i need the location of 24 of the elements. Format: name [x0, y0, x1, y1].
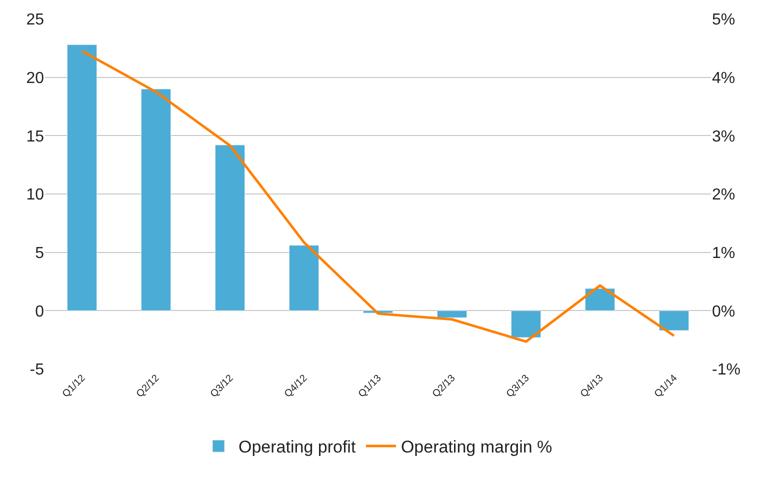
- y2-tick-label: 3%: [712, 128, 736, 146]
- bar: [140, 88, 172, 311]
- y-tick-label: 20: [26, 70, 44, 87]
- y2-tick-label: -1%: [712, 362, 740, 379]
- bar: [510, 310, 542, 338]
- y-tick-label: 10: [26, 186, 44, 204]
- legend-label: Operating profit: [238, 438, 356, 457]
- bar: [288, 245, 320, 311]
- bar: [66, 44, 98, 311]
- bar: [436, 310, 468, 318]
- y2-tick-label: 4%: [712, 70, 736, 87]
- y-tick-label: -5: [30, 362, 44, 379]
- y2-tick-label: 1%: [712, 244, 736, 262]
- bar: [658, 310, 690, 331]
- line-series: [80, 50, 676, 343]
- y-tick-label: 0: [35, 303, 44, 320]
- y-tick-label: 25: [26, 12, 44, 29]
- y2-tick-label: 5%: [712, 12, 736, 29]
- y2-tick-label: 2%: [712, 186, 736, 204]
- legend-label: Operating margin %: [400, 438, 552, 457]
- y-tick-label: 15: [26, 128, 44, 146]
- bar: [214, 144, 246, 311]
- y-tick-label: 5: [35, 244, 44, 262]
- y2-tick-label: 0%: [712, 303, 736, 320]
